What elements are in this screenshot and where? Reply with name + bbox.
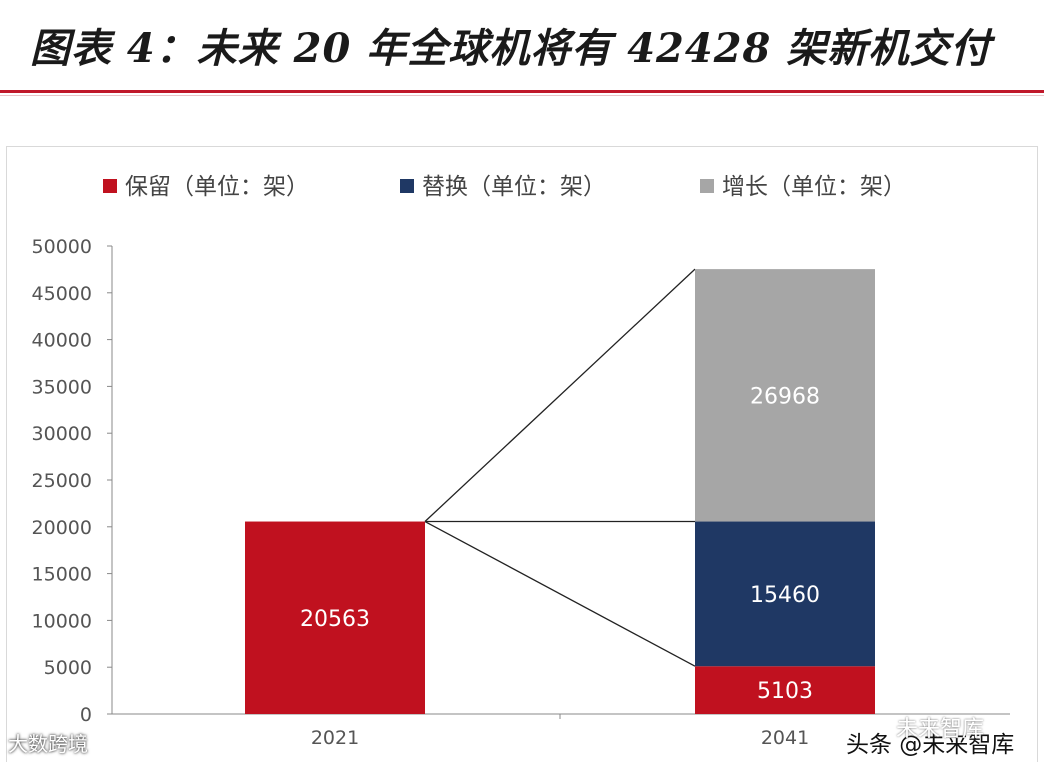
- report-header: 图表 4：未来 20 年全球机将有 42428 架新机交付: [0, 0, 1044, 96]
- x-tick-label: 2041: [761, 727, 809, 749]
- legend-label: 替换（单位：架）: [422, 174, 606, 200]
- data-labels: 20563 5103 15460 26968: [300, 384, 820, 704]
- legend-label: 保留（单位：架）: [125, 174, 309, 200]
- y-tick-label: 15000: [32, 564, 92, 586]
- chart-title: 图表 4：未来 20 年全球机将有 42428 架新机交付: [30, 25, 992, 72]
- watermark-right: 头条 @未来智库 未来智库: [846, 717, 1015, 759]
- legend-swatch: [103, 179, 117, 193]
- data-label: 15460: [750, 583, 820, 608]
- y-tick-label: 30000: [32, 423, 92, 445]
- legend-label: 增长（单位：架）: [722, 174, 906, 200]
- chart-frame: [6, 146, 1038, 762]
- x-tick-label: 2021: [311, 727, 359, 749]
- data-label: 5103: [757, 679, 813, 704]
- y-tick-label: 10000: [32, 610, 92, 632]
- connector-line: [424, 520, 696, 667]
- y-tick-label: 5000: [44, 657, 92, 679]
- data-label: 20563: [300, 607, 370, 632]
- legend: 保留（单位：架） 替换（单位：架） 增长（单位：架）: [103, 174, 906, 200]
- bars: [245, 269, 875, 714]
- legend-swatch: [400, 179, 414, 193]
- y-tick-label: 25000: [32, 470, 92, 492]
- y-tick-label: 40000: [32, 330, 92, 352]
- y-axis: 0 5000 10000 15000 20000 25000 30000 35000 40000…: [32, 236, 113, 726]
- bar-2041-series-1: [695, 521, 875, 667]
- watermark-right-text: 头条 @未来智库: [846, 732, 1015, 758]
- bar-2041-series-0: [695, 666, 875, 714]
- connector-line: [424, 268, 696, 523]
- bar-2021-series-0: [245, 521, 425, 714]
- y-tick-label: 35000: [32, 376, 92, 398]
- y-tick-label: 50000: [32, 236, 92, 258]
- watermark-left: 大数跨境: [8, 732, 88, 756]
- data-label: 26968: [750, 384, 820, 409]
- y-tick-label: 20000: [32, 517, 92, 539]
- watermark-ghost: 未来智库: [896, 717, 985, 742]
- connector-lines: [424, 268, 696, 667]
- legend-swatch: [700, 179, 714, 193]
- bar-2041-series-2: [695, 269, 875, 522]
- header-rule: [0, 95, 1044, 96]
- y-tick-label: 45000: [32, 283, 92, 305]
- y-tick-label: 0: [80, 704, 92, 726]
